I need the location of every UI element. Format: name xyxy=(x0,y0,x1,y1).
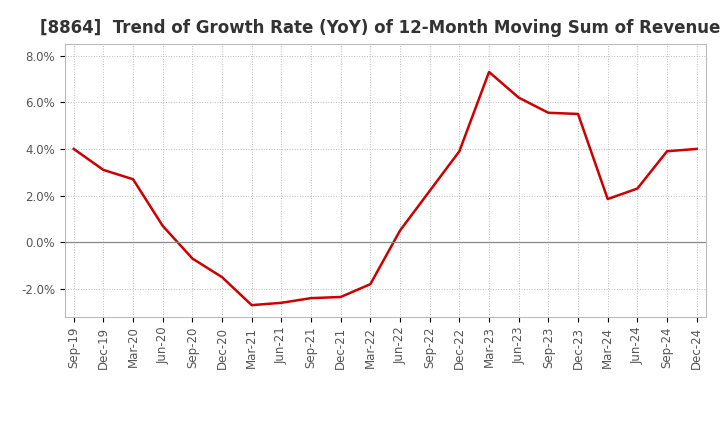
Title: [8864]  Trend of Growth Rate (YoY) of 12-Month Moving Sum of Revenues: [8864] Trend of Growth Rate (YoY) of 12-… xyxy=(40,19,720,37)
